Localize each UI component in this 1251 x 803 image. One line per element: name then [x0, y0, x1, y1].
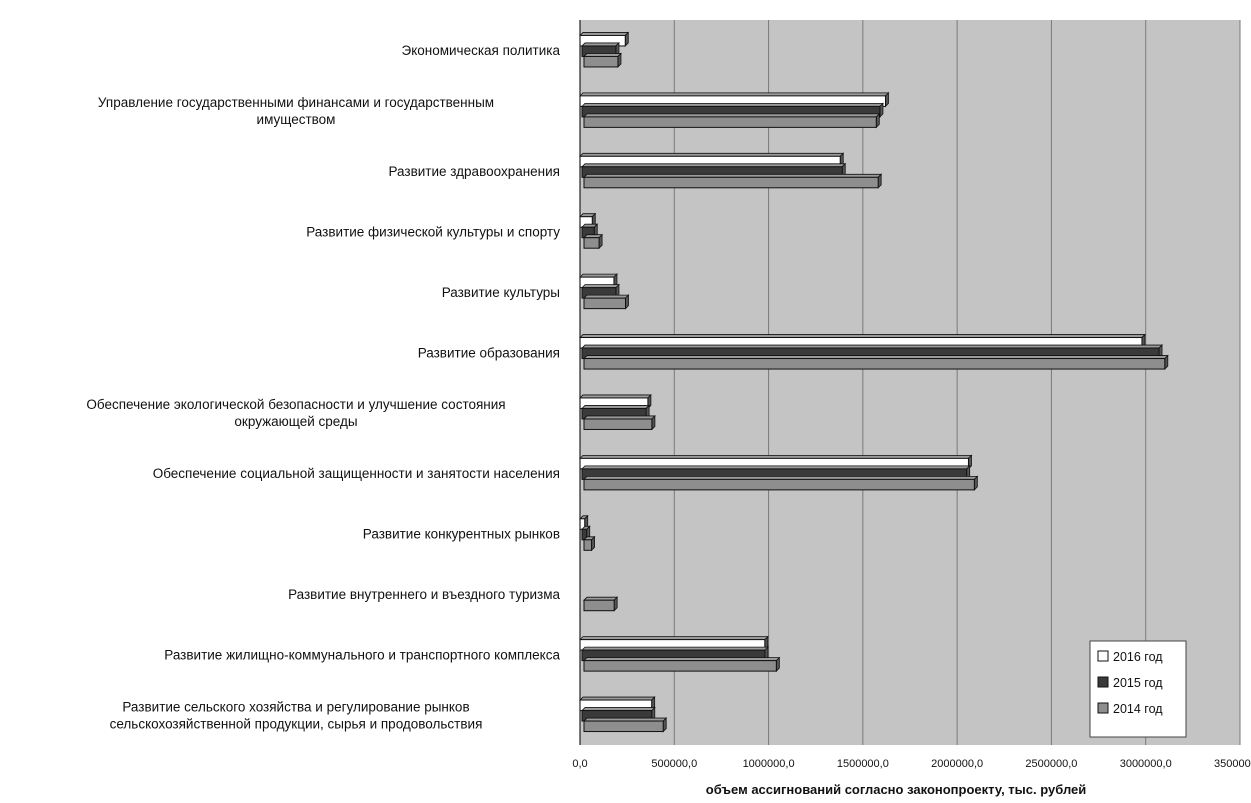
bar — [583, 176, 879, 189]
legend-label: 2015 год — [1113, 676, 1163, 690]
legend-swatch — [1097, 676, 1109, 688]
legend: 2016 год 2015 год 2014 год — [1089, 640, 1187, 738]
category-label: Развитие внутреннего и въездного туризма — [288, 587, 560, 602]
x-tick-label: 500000,0 — [651, 758, 697, 770]
bar — [583, 55, 619, 68]
category-label: сельскохозяйственной продукции, сырья и … — [110, 716, 483, 731]
bar — [583, 237, 600, 249]
x-axis-label: объем ассигнований согласно законопроект… — [706, 782, 1087, 797]
bar — [583, 116, 877, 128]
plot-area — [580, 20, 1240, 745]
legend-label: 2016 год — [1113, 650, 1163, 664]
category-labels: Экономическая политика Управление государ… — [86, 43, 560, 731]
x-tick-label: 3500000,0 — [1214, 758, 1251, 770]
x-tick-labels: 0,0 500000,0 1000000,0 1500000,0 2000000,0 25… — [572, 758, 1251, 770]
x-tick-label: 1000000,0 — [743, 758, 795, 770]
category-label: Развитие конкурентных рынков — [363, 527, 560, 542]
bar — [583, 358, 1166, 370]
category-label: Развитие здравоохранения — [388, 164, 560, 179]
legend-swatch — [1097, 702, 1109, 714]
category-label: Развитие жилищно-коммунального и транспо… — [164, 647, 560, 662]
bar — [583, 599, 615, 612]
bar — [583, 418, 653, 430]
category-label: Экономическая политика — [402, 43, 561, 58]
x-tick-label: 0,0 — [572, 758, 587, 770]
category-label: Развитие образования — [418, 345, 560, 360]
legend-swatch — [1097, 650, 1109, 662]
bar — [583, 660, 777, 672]
category-label: окружающей среды — [234, 414, 357, 429]
category-label: Развитие физической культуры и спорту — [306, 224, 560, 239]
bar — [583, 297, 626, 310]
legend-label: 2014 год — [1113, 702, 1163, 716]
bar — [583, 478, 975, 491]
category-label: Управление государственными финансами и … — [98, 95, 494, 110]
bars — [579, 31, 1169, 733]
bar — [583, 539, 593, 551]
x-tick-label: 1500000,0 — [837, 758, 889, 770]
category-label: Развитие сельского хозяйства и регулиров… — [122, 699, 469, 714]
x-tick-label: 3000000,0 — [1120, 758, 1172, 770]
gridlines — [673, 20, 1241, 745]
category-label: имуществом — [257, 112, 336, 127]
x-tick-label: 2500000,0 — [1025, 758, 1077, 770]
x-tick-label: 2000000,0 — [931, 758, 983, 770]
category-label: Развитие культуры — [442, 285, 560, 300]
category-label: Обеспечение экологической безопасности и… — [86, 397, 505, 412]
category-label: Обеспечение социальной защищенности и за… — [153, 466, 560, 481]
bar — [583, 720, 664, 733]
